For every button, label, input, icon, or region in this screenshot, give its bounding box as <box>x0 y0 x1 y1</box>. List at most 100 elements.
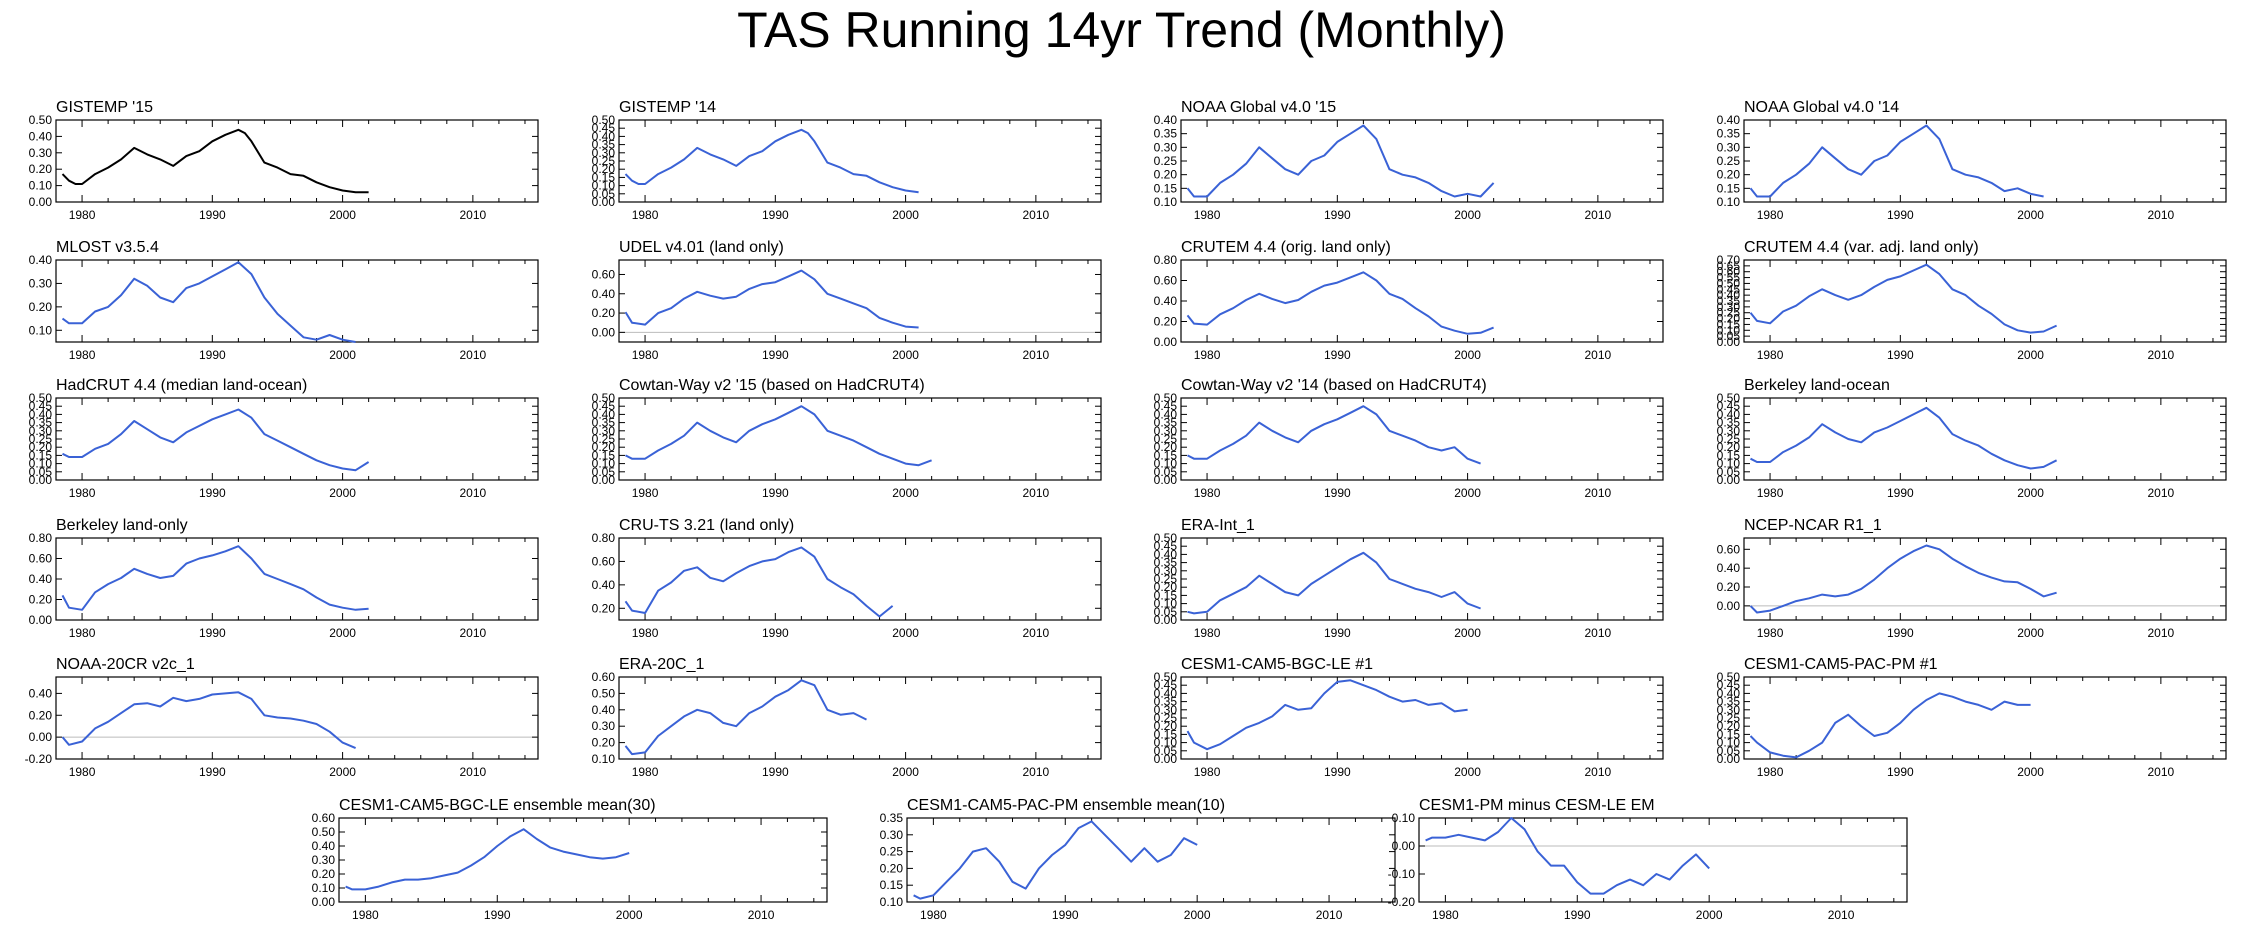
y-tick-label: 0.00 <box>592 195 616 209</box>
y-tick-label: 0.20 <box>592 601 616 615</box>
y-tick-label: 0.10 <box>29 457 53 471</box>
series-line <box>1750 406 2058 470</box>
y-tick-label: 0.45 <box>592 121 616 135</box>
x-tick-label: 1980 <box>1194 486 1221 500</box>
y-tick-label: 0.30 <box>1154 424 1178 438</box>
x-tick-label: 1990 <box>1324 486 1351 500</box>
x-tick-label: 1990 <box>1324 626 1351 640</box>
y-tick-label: 0.30 <box>592 424 616 438</box>
x-tick-label: 1990 <box>1887 208 1914 222</box>
y-tick-label: 0.00 <box>312 895 336 909</box>
y-tick-label: 0.25 <box>1154 711 1178 725</box>
series-line <box>1749 544 2057 614</box>
x-tick-label: 1980 <box>1194 626 1221 640</box>
y-tick-label: 0.45 <box>592 399 616 413</box>
y-tick-label: -0.10 <box>1388 867 1416 881</box>
x-tick-label: 2000 <box>329 348 356 362</box>
plot-frame <box>1418 817 1908 903</box>
y-tick-label: 0.20 <box>29 300 53 314</box>
y-tick-label: 0.10 <box>1717 323 1741 337</box>
y-tick-label: 0.40 <box>312 839 336 853</box>
y-tick-label: 0.25 <box>1154 572 1178 586</box>
panel-title: NCEP-NCAR R1_1 <box>1744 517 1882 534</box>
panel-21: CESM1-CAM5-BGC-LE ensemble mean(30) 1980 1… <box>312 797 828 922</box>
y-tick-label: 0.40 <box>1717 407 1741 421</box>
y-tick-label: 0.40 <box>29 686 53 700</box>
y-tick-label: 0.40 <box>1154 294 1178 308</box>
y-tick-label: 0.20 <box>1154 719 1178 733</box>
x-tick-label: 2000 <box>329 208 356 222</box>
x-tick-label: 2000 <box>329 765 356 779</box>
x-tick-label: 2010 <box>2148 626 2175 640</box>
panel-9: HadCRUT 4.4 (median land-ocean) 1980 1990 2… <box>29 377 539 500</box>
x-tick-label: 1990 <box>199 486 226 500</box>
panel-title: UDEL v4.01 (land only) <box>619 239 784 256</box>
y-tick-label: 0.10 <box>29 179 53 193</box>
y-tick-label: 0.10 <box>312 881 336 895</box>
x-tick-label: 1980 <box>1757 486 1784 500</box>
x-tick-label: 1990 <box>762 626 789 640</box>
x-tick-label: 2000 <box>1454 626 1481 640</box>
y-tick-label: 0.10 <box>29 323 53 337</box>
panel-23: CESM1-PM minus CESM-LE EM 1980 1990 2000 201… <box>1388 797 1908 922</box>
x-tick-label: 1990 <box>1052 908 1079 922</box>
y-tick-label: 0.15 <box>592 448 616 462</box>
y-tick-label: 0.40 <box>592 407 616 421</box>
y-tick-label: 0.55 <box>1717 271 1741 285</box>
x-tick-label: 1990 <box>1564 908 1591 922</box>
y-tick-label: 0.30 <box>1717 140 1741 154</box>
x-tick-label: 1990 <box>1324 208 1351 222</box>
y-tick-label: 0.20 <box>29 708 53 722</box>
x-tick-label: 1980 <box>632 208 659 222</box>
panel-title: Cowtan-Way v2 '14 (based on HadCRUT4) <box>1181 377 1487 394</box>
plot-frame <box>55 676 539 760</box>
y-tick-label: 0.15 <box>1717 727 1741 741</box>
x-tick-label: 1990 <box>762 486 789 500</box>
x-tick-label: 2000 <box>1454 208 1481 222</box>
y-tick-label: 0.50 <box>1717 670 1741 684</box>
y-tick-label: 0.30 <box>592 146 616 160</box>
x-tick-label: 2010 <box>460 765 487 779</box>
y-tick-label: 0.20 <box>312 867 336 881</box>
y-tick-label: 0.50 <box>1154 531 1178 545</box>
x-tick-label: 2010 <box>1585 765 1612 779</box>
x-tick-label: 1980 <box>1757 765 1784 779</box>
y-tick-label: 0.45 <box>1154 539 1178 553</box>
panel-title: GISTEMP '14 <box>619 99 716 116</box>
y-tick-label: 0.50 <box>592 113 616 127</box>
x-tick-label: 1980 <box>632 348 659 362</box>
x-tick-label: 2010 <box>460 626 487 640</box>
y-tick-label: 0.40 <box>1154 686 1178 700</box>
y-tick-label: 0.15 <box>1717 448 1741 462</box>
y-tick-label: 0.05 <box>1717 465 1741 479</box>
x-tick-label: 2010 <box>1023 348 1050 362</box>
x-tick-label: 2000 <box>1454 348 1481 362</box>
x-tick-label: 1980 <box>69 208 96 222</box>
plot-frame <box>1180 119 1664 203</box>
y-tick-label: 0.00 <box>592 473 616 487</box>
y-tick-label: 0.20 <box>880 861 904 875</box>
x-tick-label: 2000 <box>2017 626 2044 640</box>
x-tick-label: 2000 <box>329 626 356 640</box>
panel-8: CRUTEM 4.4 (var. adj. land only) 1980 1990… <box>1717 239 2227 362</box>
y-tick-label: 0.30 <box>1154 140 1178 154</box>
plot-frame <box>618 259 1102 343</box>
y-tick-label: 0.40 <box>592 578 616 592</box>
y-tick-label: 0.15 <box>1717 317 1741 331</box>
plot-frame <box>1743 259 2227 343</box>
y-tick-label: 0.40 <box>1154 407 1178 421</box>
x-tick-label: 2000 <box>2017 208 2044 222</box>
x-tick-label: 2010 <box>1828 908 1855 922</box>
y-tick-label: 0.50 <box>1154 391 1178 405</box>
x-tick-label: 1980 <box>632 765 659 779</box>
panel-7: CRUTEM 4.4 (orig. land only) 1980 1990 2000… <box>1154 239 1664 362</box>
panel-title: ERA-20C_1 <box>619 656 704 673</box>
y-tick-label: 0.15 <box>592 170 616 184</box>
series-line <box>345 828 630 891</box>
y-tick-label: 0.20 <box>29 162 53 176</box>
y-tick-label: 0.10 <box>880 895 904 909</box>
y-tick-label: 0.25 <box>1154 432 1178 446</box>
y-tick-label: 0.45 <box>1717 678 1741 692</box>
series-line <box>1749 263 2058 334</box>
